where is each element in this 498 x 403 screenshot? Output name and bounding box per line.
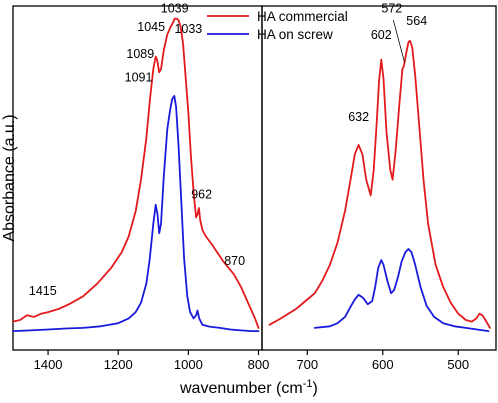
x-tick-label-700: 700 xyxy=(296,357,318,372)
legend-label-ha-on-screw: HA on screw xyxy=(257,27,333,42)
peak-label-572: 572 xyxy=(381,1,402,15)
peak-label-1089: 1089 xyxy=(126,47,154,61)
peak-label-564: 564 xyxy=(406,14,427,28)
peak-label-632: 632 xyxy=(348,110,369,124)
x-tick-label-600: 600 xyxy=(372,357,394,372)
peak-leader-572 xyxy=(392,20,406,63)
plot-frame-right xyxy=(261,5,497,351)
x-tick-label-500: 500 xyxy=(447,357,469,372)
x-tick-label-1000: 1000 xyxy=(174,357,203,372)
series-line-ha-on-screw-left xyxy=(12,95,260,333)
x-axis-label: wavenumber (cm-1) xyxy=(179,378,318,397)
peak-label-1033: 1033 xyxy=(174,22,202,36)
x-tick-label-800: 800 xyxy=(248,357,270,372)
peak-label-602: 602 xyxy=(371,28,392,42)
peak-label-1039: 1039 xyxy=(161,1,189,15)
peak-label-870: 870 xyxy=(224,254,245,268)
x-tick-label-1400: 1400 xyxy=(34,357,63,372)
legend-label-ha-commercial: HA commercial xyxy=(257,9,348,24)
peak-label-962: 962 xyxy=(191,188,212,202)
peak-label-1091: 1091 xyxy=(125,71,153,85)
peak-label-1045: 1045 xyxy=(137,20,165,34)
series-line-ha-commercial-left xyxy=(12,17,260,329)
series-line-ha-on-screw-right xyxy=(313,248,490,333)
series-line-ha-commercial-right xyxy=(268,39,491,329)
peak-label-1415: 1415 xyxy=(29,284,57,298)
y-axis-label: Absorbance (a.u.) xyxy=(1,114,18,241)
x-tick-label-1200: 1200 xyxy=(104,357,133,372)
